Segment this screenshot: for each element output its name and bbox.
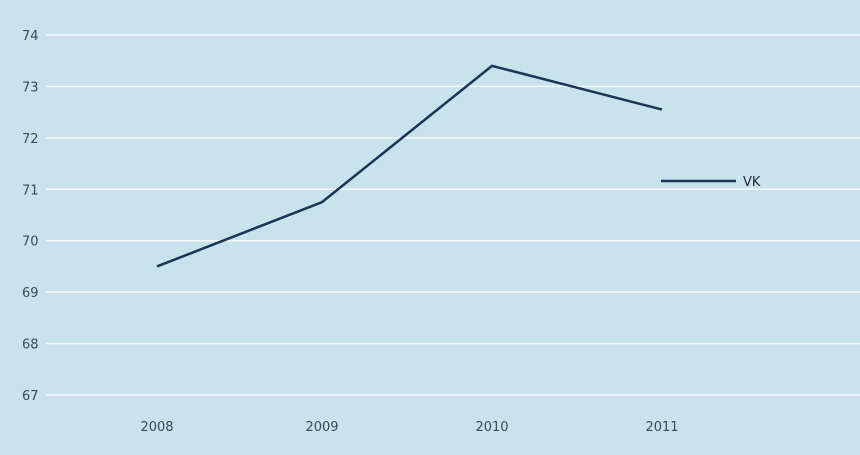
gridlines xyxy=(46,34,860,396)
x-tick-label: 2008 xyxy=(140,420,173,435)
y-tick-label: 71 xyxy=(22,183,39,198)
y-tick-label: 74 xyxy=(22,29,39,44)
y-axis-tick-labels: 74 73 72 71 70 69 68 67 xyxy=(22,29,39,404)
y-tick-label: 70 xyxy=(22,235,39,250)
legend-label-vk: VK xyxy=(743,175,761,190)
legend: VK xyxy=(661,175,761,190)
y-tick-label: 73 xyxy=(22,80,39,95)
x-axis-tick-labels: 2008 2009 2010 2011 xyxy=(140,420,678,435)
y-tick-label: 68 xyxy=(22,338,39,353)
x-tick-label: 2010 xyxy=(475,420,508,435)
y-tick-label: 69 xyxy=(22,286,39,301)
series-line-vk xyxy=(156,64,663,268)
x-tick-label: 2011 xyxy=(645,420,678,435)
x-tick-label: 2009 xyxy=(305,420,338,435)
y-tick-label: 72 xyxy=(22,132,39,147)
y-tick-label: 67 xyxy=(22,389,39,404)
series-group xyxy=(156,64,663,268)
